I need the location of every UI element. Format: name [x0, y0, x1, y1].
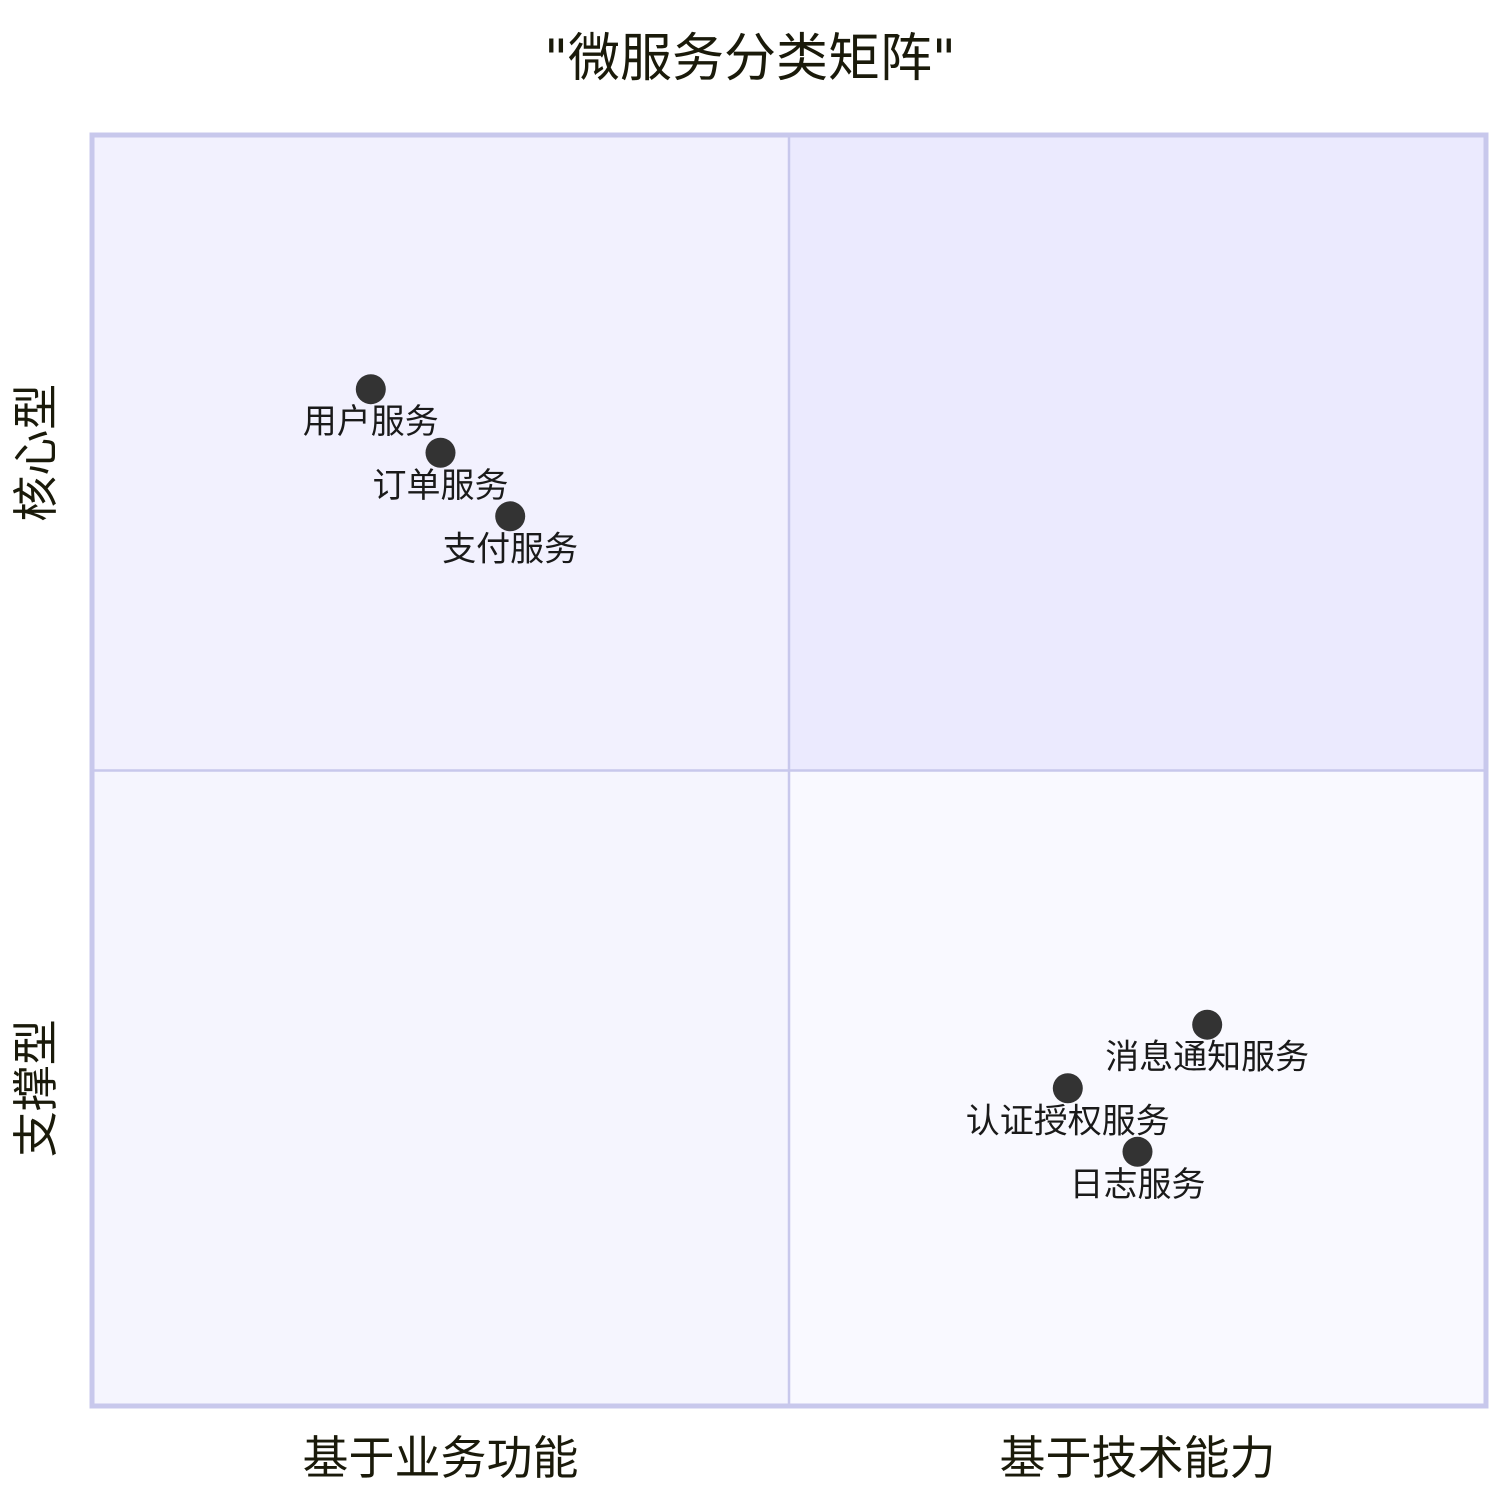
- data-point: 认证授权服务: [966, 1073, 1170, 1141]
- point-marker: [495, 501, 526, 532]
- point-label: 用户服务: [303, 402, 439, 442]
- point-marker: [1052, 1073, 1083, 1104]
- data-point: 消息通知服务: [1105, 1009, 1309, 1078]
- data-point: 日志服务: [1070, 1136, 1206, 1205]
- point-label: 日志服务: [1070, 1165, 1206, 1205]
- chart-title: "微服务分类矩阵": [544, 29, 956, 89]
- y-axis-bottom-label: 支撑型: [9, 1019, 63, 1157]
- point-label: 认证授权服务: [966, 1101, 1170, 1141]
- quadrant-bottom-left: [92, 770, 789, 1406]
- point-label: 订单服务: [373, 466, 509, 506]
- x-axis-right-label: 基于技术能力: [1000, 1431, 1276, 1485]
- data-point: 用户服务: [303, 374, 439, 442]
- point-marker: [1122, 1136, 1153, 1167]
- point-marker: [425, 437, 456, 468]
- quadrant-top-right: [789, 135, 1486, 771]
- point-label: 消息通知服务: [1105, 1038, 1309, 1078]
- y-axis-top-label: 核心型: [9, 384, 63, 522]
- point-label: 支付服务: [442, 529, 578, 569]
- point-marker: [1192, 1009, 1223, 1040]
- data-point: 支付服务: [442, 501, 578, 569]
- point-marker: [355, 374, 386, 405]
- data-point: 订单服务: [373, 437, 509, 506]
- quadrant-bottom-right: [789, 770, 1486, 1406]
- x-axis-left-label: 基于业务功能: [303, 1431, 579, 1485]
